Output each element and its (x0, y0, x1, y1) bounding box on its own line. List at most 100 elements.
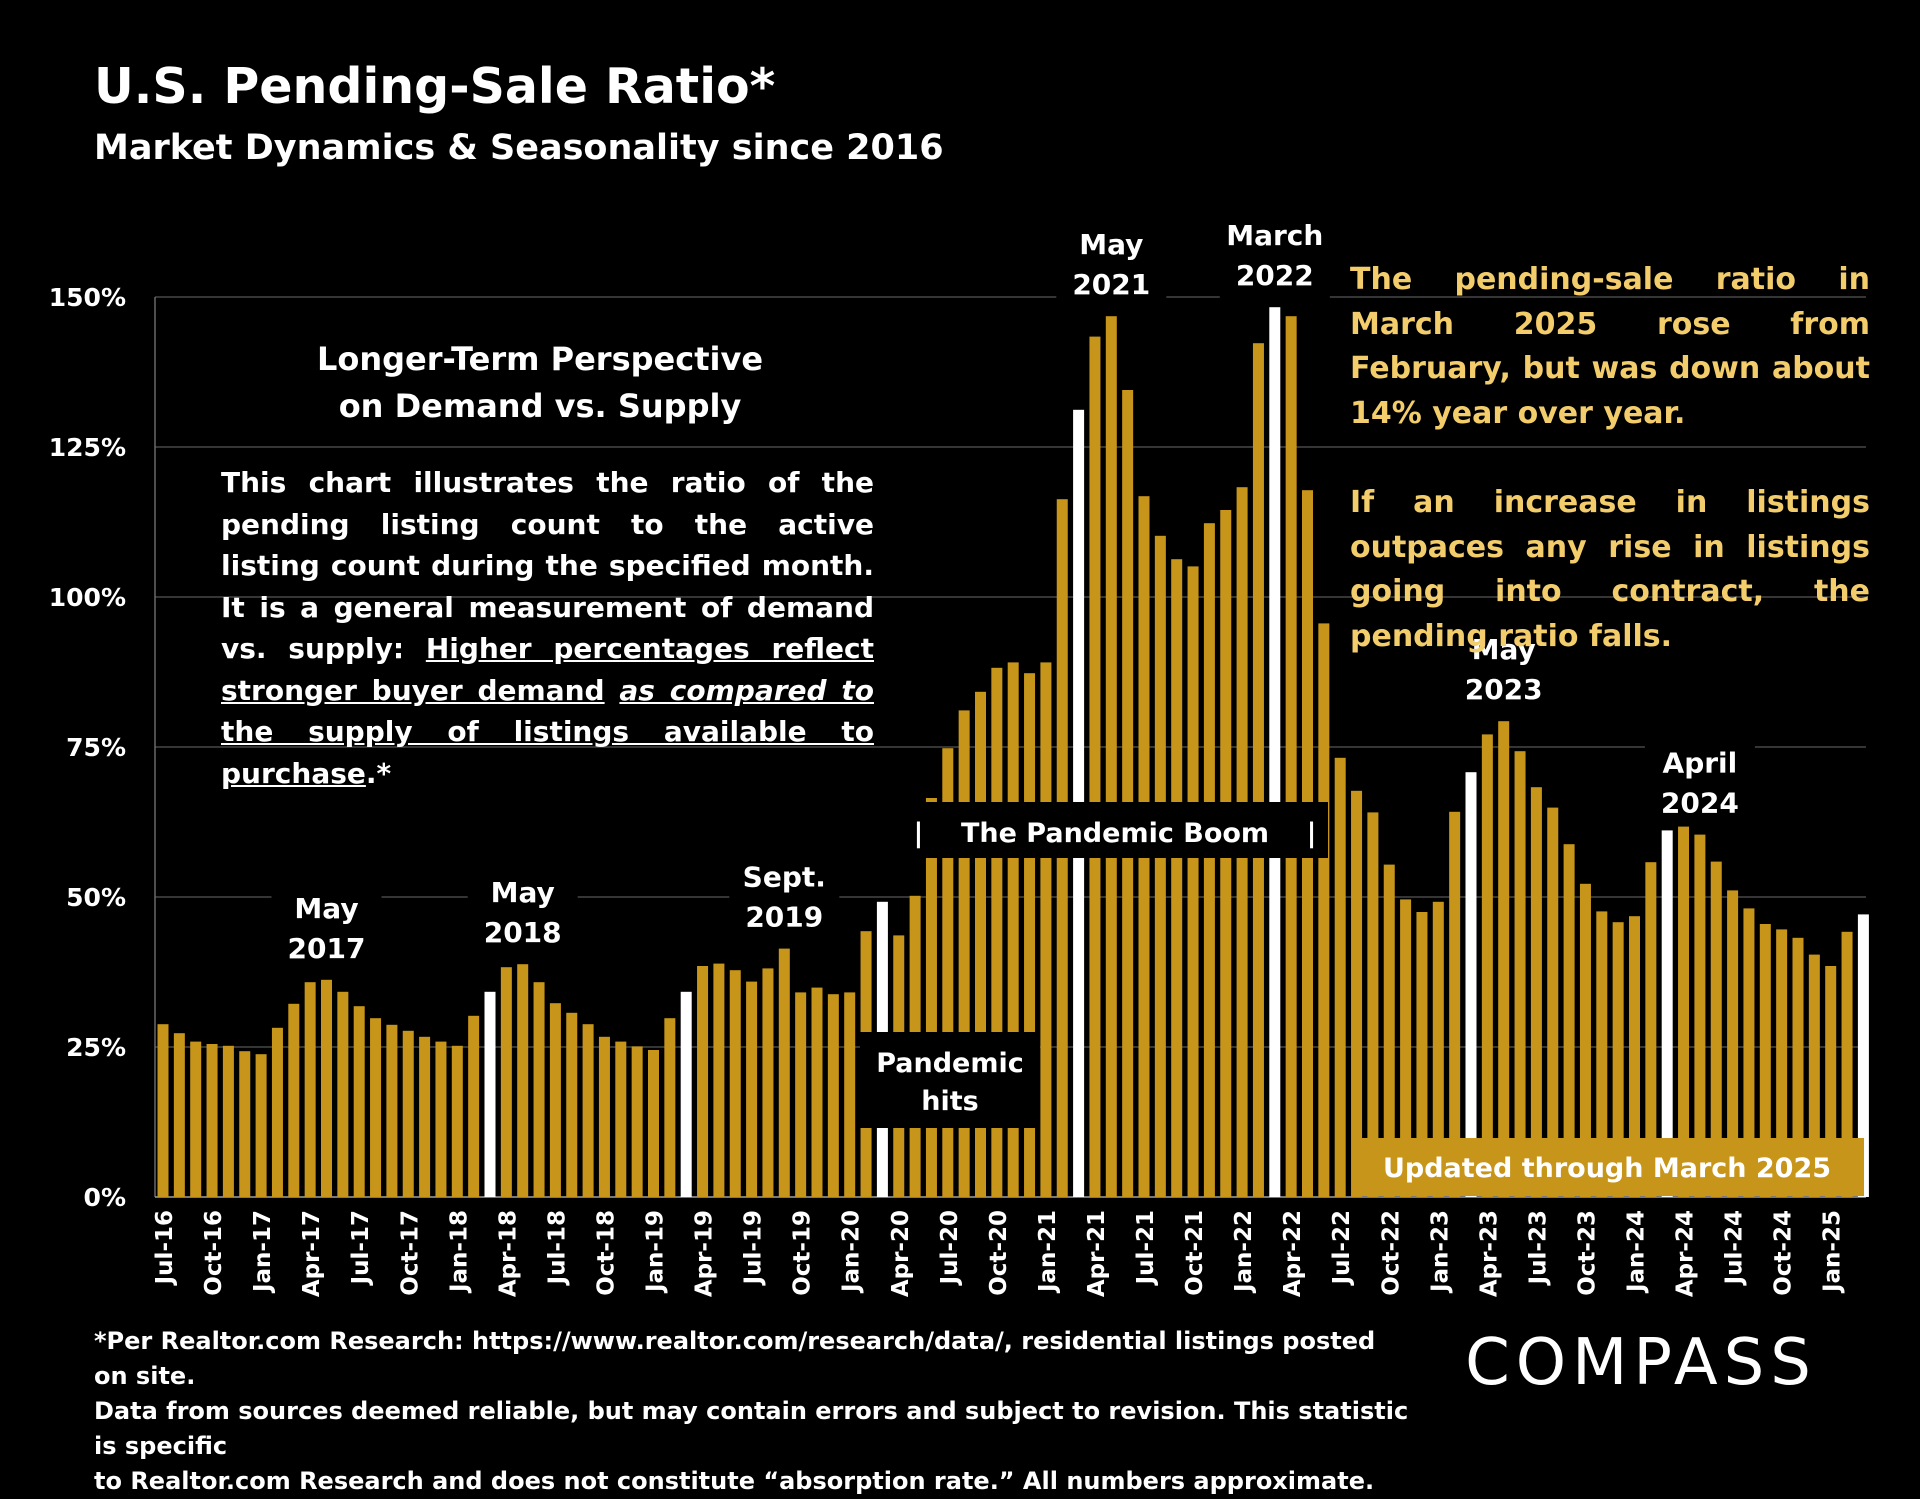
x-tick-label: Jan-21 (1035, 1210, 1061, 1294)
bar (925, 798, 937, 1197)
x-tick-label: Oct-23 (1574, 1210, 1600, 1296)
x-tick-label: Oct-19 (790, 1210, 816, 1296)
bar (1318, 623, 1330, 1197)
x-tick-label: Jan-17 (250, 1210, 276, 1294)
bar (746, 981, 758, 1197)
info-heading-line2: on Demand vs. Supply (338, 387, 742, 425)
x-axis-ticks: Jul-16 Oct-16 Jan-17 Apr-17 Jul-17 Oct-17 Jan-… (152, 1210, 1846, 1297)
bar (975, 691, 986, 1197)
bar-highlight (484, 991, 496, 1197)
bar (435, 1041, 447, 1197)
x-tick-label: Jul-24 (1722, 1210, 1748, 1286)
bar (1825, 966, 1837, 1197)
y-tick-label: 100% (49, 583, 126, 612)
bar (1579, 883, 1591, 1197)
info-body-underlined-1: Higher percentages reflect stronger buye… (221, 632, 874, 707)
bar (1252, 343, 1264, 1197)
annotation-bg (1644, 734, 1755, 827)
bar (844, 992, 856, 1197)
side-note: The pending-sale ratio in March 2025 ros… (1350, 258, 1870, 704)
bar (778, 948, 790, 1197)
annotation-label: May (1079, 228, 1143, 261)
x-tick-label: Oct-17 (397, 1210, 423, 1296)
bar-highlight (1857, 914, 1869, 1197)
annotation-label: May (1472, 633, 1536, 666)
bar (1334, 757, 1346, 1197)
bar (402, 1030, 414, 1197)
x-tick-label: Jul-19 (741, 1210, 767, 1286)
bar-highlight (1661, 830, 1673, 1197)
x-tick-label: Jan-18 (446, 1210, 472, 1294)
y-tick-label: 25% (66, 1033, 126, 1062)
bar (1171, 559, 1183, 1197)
annotation-label: 2023 (1465, 673, 1543, 706)
info-heading: Longer-Term Perspective on Demand vs. Su… (300, 336, 780, 430)
x-tick-label: Jul-21 (1133, 1210, 1159, 1286)
bar (1645, 862, 1657, 1197)
updated-banner-label: Updated through March 2025 (1383, 1153, 1831, 1184)
bar (206, 1044, 218, 1197)
annotation-label: 2018 (484, 916, 562, 949)
side-note-p1: The pending-sale ratio in March 2025 ros… (1350, 262, 1870, 431)
x-tick-label: Jan-25 (1820, 1210, 1846, 1294)
bar (1351, 790, 1363, 1197)
bar (549, 1003, 561, 1197)
annotation-label: April (1663, 747, 1738, 780)
bar (1285, 316, 1297, 1197)
bar (517, 964, 529, 1197)
annotation-bg (271, 879, 382, 972)
x-tick-label: Apr-22 (1280, 1210, 1306, 1297)
bar (664, 1018, 676, 1197)
x-tick-label: Oct-24 (1771, 1210, 1797, 1296)
info-body-italic: as compared to (619, 673, 874, 707)
compass-logo: COMPASS (1465, 1326, 1811, 1400)
pandemic-hits-label-2: hits (921, 1086, 978, 1117)
y-tick-label: 0% (84, 1183, 126, 1212)
bar (1727, 890, 1739, 1197)
bar (255, 1054, 267, 1197)
bar (1122, 390, 1134, 1197)
bar (811, 987, 823, 1197)
annotation-label: 2024 (1661, 787, 1739, 820)
x-tick-label: Jan-20 (839, 1210, 865, 1294)
annotation-bg (1448, 621, 1559, 714)
bar (337, 991, 349, 1197)
x-tick-label: Apr-19 (692, 1210, 718, 1297)
bar (288, 1003, 300, 1197)
x-tick-label: Jul-20 (937, 1210, 963, 1286)
annotation-bg (1056, 216, 1167, 309)
pandemic-boom-box (921, 802, 1328, 858)
x-tick-label: Oct-16 (201, 1210, 227, 1296)
bar (1808, 954, 1820, 1197)
bar (1007, 662, 1019, 1197)
bar (1596, 911, 1608, 1197)
bar (222, 1045, 234, 1197)
info-body-text: This chart illustrates the ratio of the … (221, 466, 874, 665)
bar (958, 710, 970, 1197)
bar-highlight (1465, 772, 1477, 1197)
side-note-p2: If an increase in listings outpaces any … (1350, 485, 1870, 654)
bar (1530, 787, 1542, 1197)
bar (1367, 812, 1379, 1197)
bar (942, 748, 954, 1197)
annotation-label: 2017 (288, 932, 366, 965)
bar (1024, 673, 1036, 1197)
y-tick-label: 125% (49, 433, 126, 462)
bar (190, 1041, 202, 1197)
annotation-label: May (491, 876, 555, 909)
x-tick-label: Apr-24 (1673, 1210, 1699, 1297)
bar (1710, 861, 1722, 1197)
bar (370, 1018, 382, 1197)
bar (1400, 899, 1412, 1197)
bar (648, 1050, 659, 1197)
x-tick-label: Oct-21 (1182, 1210, 1208, 1296)
bar (1498, 721, 1510, 1197)
x-tick-label: Jan-19 (643, 1210, 669, 1294)
bar (697, 966, 709, 1197)
bar (762, 968, 774, 1197)
bar (729, 970, 741, 1197)
x-tick-label: Apr-21 (1084, 1210, 1110, 1297)
pandemic-hits-box (860, 1032, 1040, 1128)
y-tick-label: 75% (66, 733, 126, 762)
bar (1105, 316, 1117, 1197)
